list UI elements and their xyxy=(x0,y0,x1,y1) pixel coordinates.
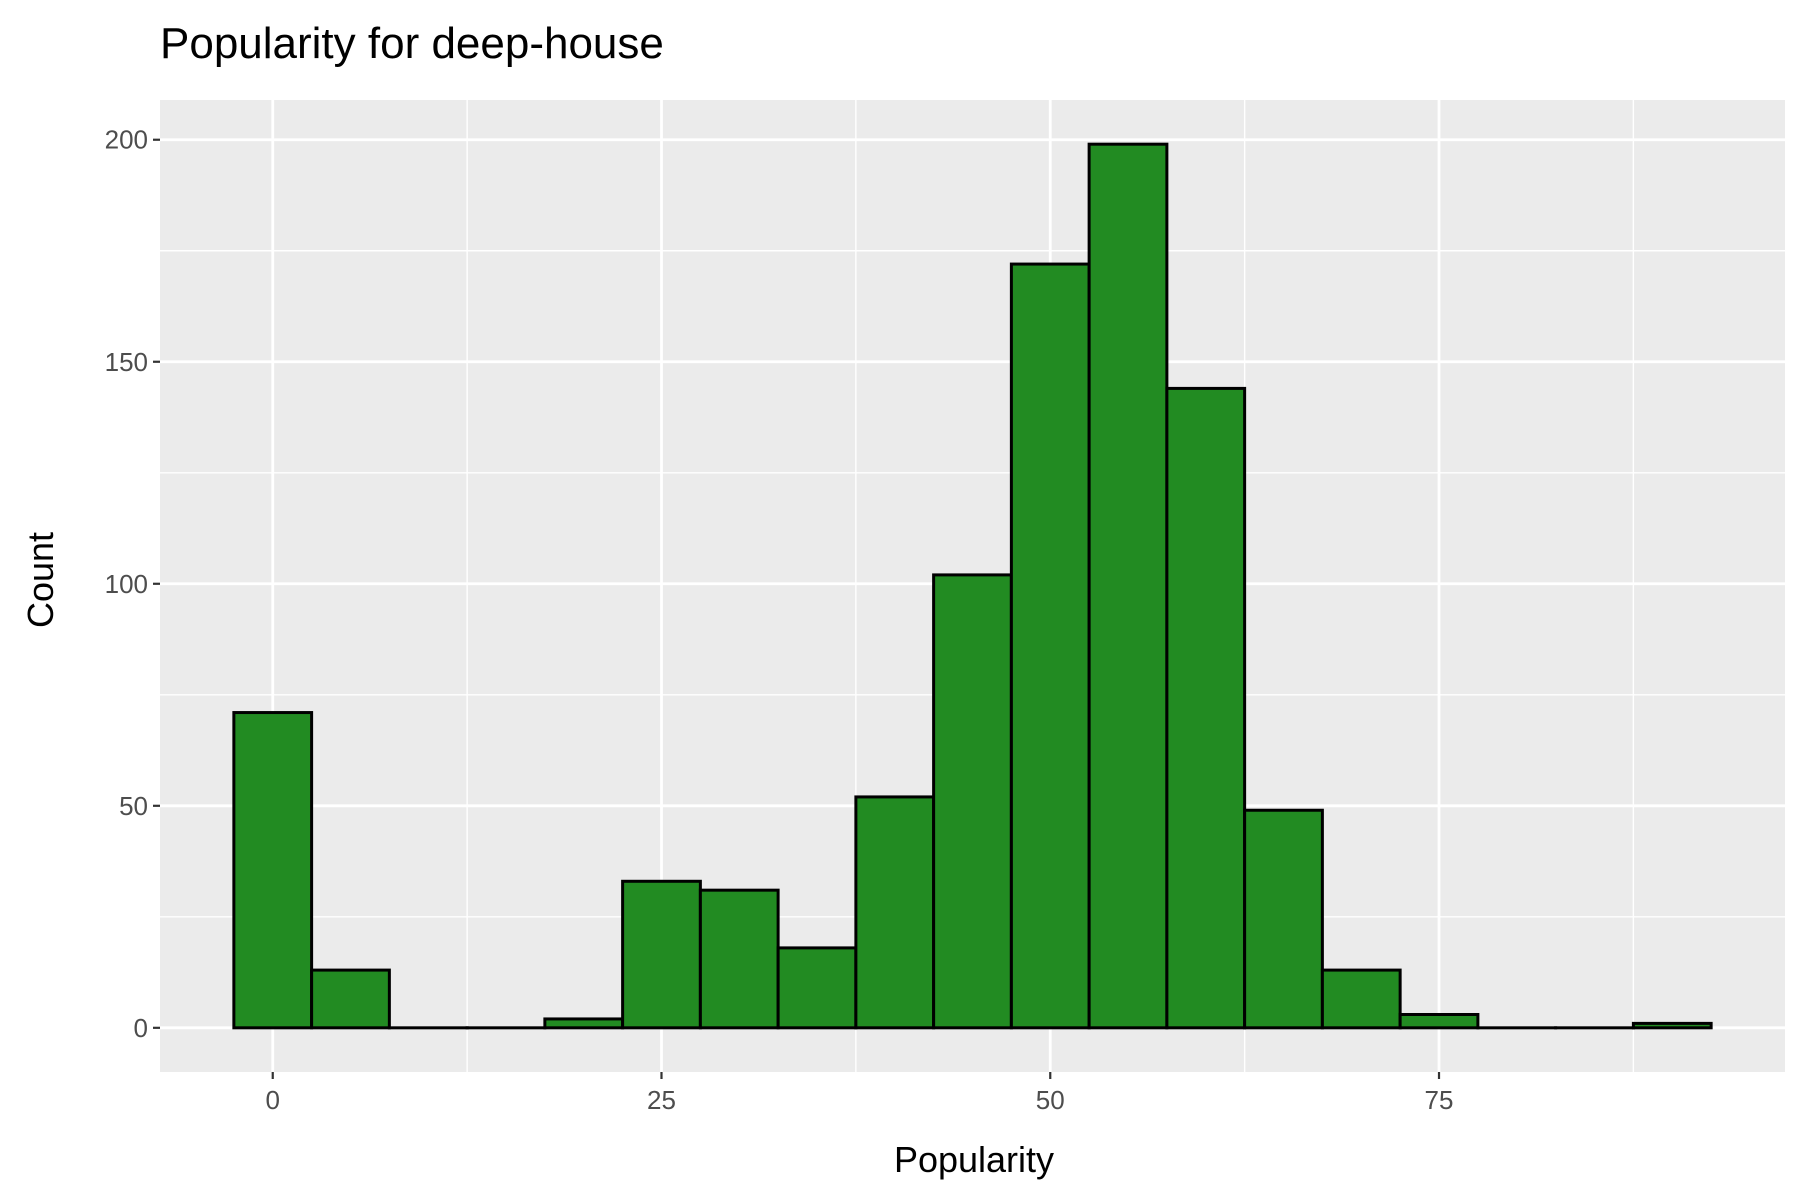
histogram-bar xyxy=(543,1017,625,1030)
y-tick-label: 0 xyxy=(134,1013,148,1043)
histogram-bar xyxy=(776,946,858,1030)
histogram-bar xyxy=(1009,262,1091,1030)
y-tick-label: 100 xyxy=(105,569,148,599)
histogram-bar xyxy=(698,888,780,1030)
chart-title: Popularity for deep-house xyxy=(160,19,664,68)
histogram-bar xyxy=(932,573,1013,1030)
histogram-bar xyxy=(621,879,702,1030)
histogram-bar xyxy=(232,711,314,1030)
histogram-bar xyxy=(1165,386,1247,1030)
histogram-bar xyxy=(310,968,391,1030)
x-tick-label: 50 xyxy=(1036,1085,1065,1115)
y-tick-label: 50 xyxy=(119,791,148,821)
y-axis-title: Count xyxy=(20,532,61,628)
x-tick-label: 25 xyxy=(647,1085,676,1115)
histogram-bar xyxy=(1243,808,1324,1030)
y-tick-label: 200 xyxy=(105,125,148,155)
axes-group: 0 25 50 75 0 50 100 150 200 xyxy=(105,125,1454,1115)
histogram-bar xyxy=(1631,1021,1713,1030)
histogram-bar xyxy=(1398,1012,1480,1030)
x-tick-label: 0 xyxy=(266,1085,280,1115)
histogram-bar xyxy=(1320,968,1402,1030)
y-tick-label: 150 xyxy=(105,347,148,377)
x-axis-title: Popularity xyxy=(894,1139,1054,1180)
histogram-bar xyxy=(854,795,936,1030)
histogram-bar xyxy=(1087,142,1169,1030)
bars-group xyxy=(232,142,1713,1030)
x-tick-label: 75 xyxy=(1425,1085,1454,1115)
